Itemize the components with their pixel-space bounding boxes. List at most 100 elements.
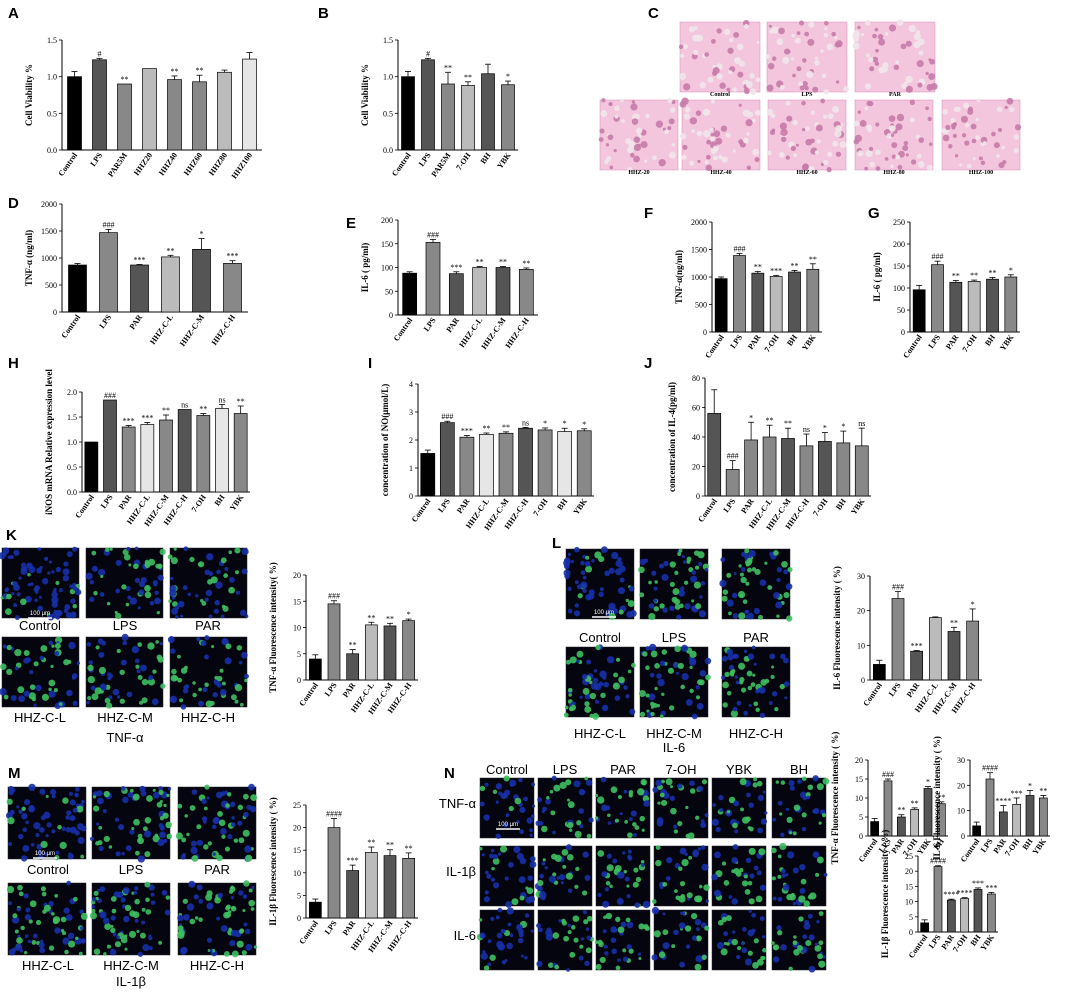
cell-mark <box>868 57 874 63</box>
cell-mark <box>656 817 664 824</box>
cell-mark <box>34 598 38 602</box>
cell-mark <box>61 826 67 832</box>
cell-mark <box>785 873 789 877</box>
cell-mark <box>126 546 131 552</box>
cell-mark <box>611 608 618 615</box>
category-label: 7-OH <box>762 332 781 353</box>
cell-mark <box>792 831 797 836</box>
cell-mark <box>627 167 633 173</box>
cell-mark <box>24 934 29 938</box>
cell-mark <box>753 865 759 871</box>
cell-mark <box>783 48 791 55</box>
cell-mark <box>11 592 15 596</box>
cell-mark <box>815 872 820 877</box>
cell-mark <box>583 919 589 925</box>
cell-mark <box>518 777 523 783</box>
cell-mark <box>18 809 23 814</box>
cell-mark <box>752 961 759 969</box>
category-label: HHZ-C-M <box>178 313 207 348</box>
caption-n-col-6: BH <box>790 762 808 777</box>
bar <box>308 901 322 919</box>
significance-label: # <box>98 49 102 58</box>
cell-mark <box>26 562 31 567</box>
bar <box>103 399 117 493</box>
cell-mark <box>792 120 798 126</box>
cell-mark <box>47 571 51 575</box>
cell-mark <box>792 940 798 946</box>
cell-mark <box>594 816 599 820</box>
cell-mark <box>821 73 827 79</box>
significance-label: ** <box>405 844 413 853</box>
cell-mark <box>678 866 683 871</box>
cell-mark <box>971 138 977 144</box>
cell-mark <box>959 163 963 167</box>
bar <box>364 624 378 681</box>
cell-mark <box>28 692 36 700</box>
caption-c-3: PAR <box>889 92 902 98</box>
cell-mark <box>895 60 900 65</box>
cell-mark <box>886 133 892 139</box>
cell-mark <box>710 99 716 104</box>
cell-mark <box>21 806 26 811</box>
significance-label: ### <box>103 220 115 229</box>
cell-mark <box>619 577 625 583</box>
cell-mark <box>137 833 143 839</box>
significance-label: *** <box>450 263 462 272</box>
cell-mark <box>222 605 229 612</box>
cell-mark <box>695 603 702 610</box>
cell-mark <box>817 953 823 960</box>
cell-mark <box>786 816 793 823</box>
cell-mark <box>484 782 489 787</box>
cell-mark <box>779 122 787 130</box>
significance-label: ### <box>104 391 116 400</box>
cell-mark <box>110 927 116 934</box>
significance-label: ### <box>328 592 340 601</box>
cell-mark <box>545 929 553 937</box>
cell-mark <box>896 113 905 122</box>
cell-mark <box>710 132 715 137</box>
cell-mark <box>738 103 742 107</box>
cell-mark <box>110 896 117 902</box>
cell-mark <box>536 923 541 928</box>
cell-mark <box>634 825 640 830</box>
cell-mark <box>681 673 689 681</box>
cell-mark <box>726 915 732 921</box>
cell-mark <box>816 920 820 924</box>
cell-mark <box>651 899 657 904</box>
cell-mark <box>618 676 625 684</box>
caption-k-2: LPS <box>113 618 138 633</box>
cell-mark <box>694 963 702 971</box>
cell-mark <box>693 49 699 56</box>
cell-mark <box>749 88 757 96</box>
cell-mark <box>633 867 639 873</box>
cell-mark <box>251 886 255 890</box>
cell-mark <box>653 598 658 603</box>
cell-mark <box>479 847 483 851</box>
cell-mark <box>622 851 626 855</box>
cell-mark <box>234 547 241 554</box>
cell-mark <box>745 581 750 586</box>
cell-mark <box>122 796 129 804</box>
category-label: PAR <box>905 681 922 699</box>
cell-mark <box>41 693 49 701</box>
y-tick-label: 0 <box>703 328 707 337</box>
cell-mark <box>918 50 924 56</box>
cell-mark <box>567 552 572 557</box>
cell-mark <box>642 795 650 802</box>
cell-mark <box>71 673 78 679</box>
cell-mark <box>526 817 533 824</box>
cell-mark <box>865 53 870 58</box>
cell-mark <box>496 940 504 949</box>
cell-mark <box>612 858 618 864</box>
significance-label: * <box>200 230 204 239</box>
cell-mark <box>229 886 236 893</box>
cell-mark <box>196 884 203 891</box>
cell-mark <box>96 822 100 826</box>
cell-mark <box>785 583 793 590</box>
cell-mark <box>602 929 607 934</box>
significance-label: ** <box>386 614 394 623</box>
cell-mark <box>97 797 104 805</box>
cell-mark <box>187 592 192 597</box>
cell-mark <box>206 890 213 897</box>
cell-mark <box>40 645 48 652</box>
